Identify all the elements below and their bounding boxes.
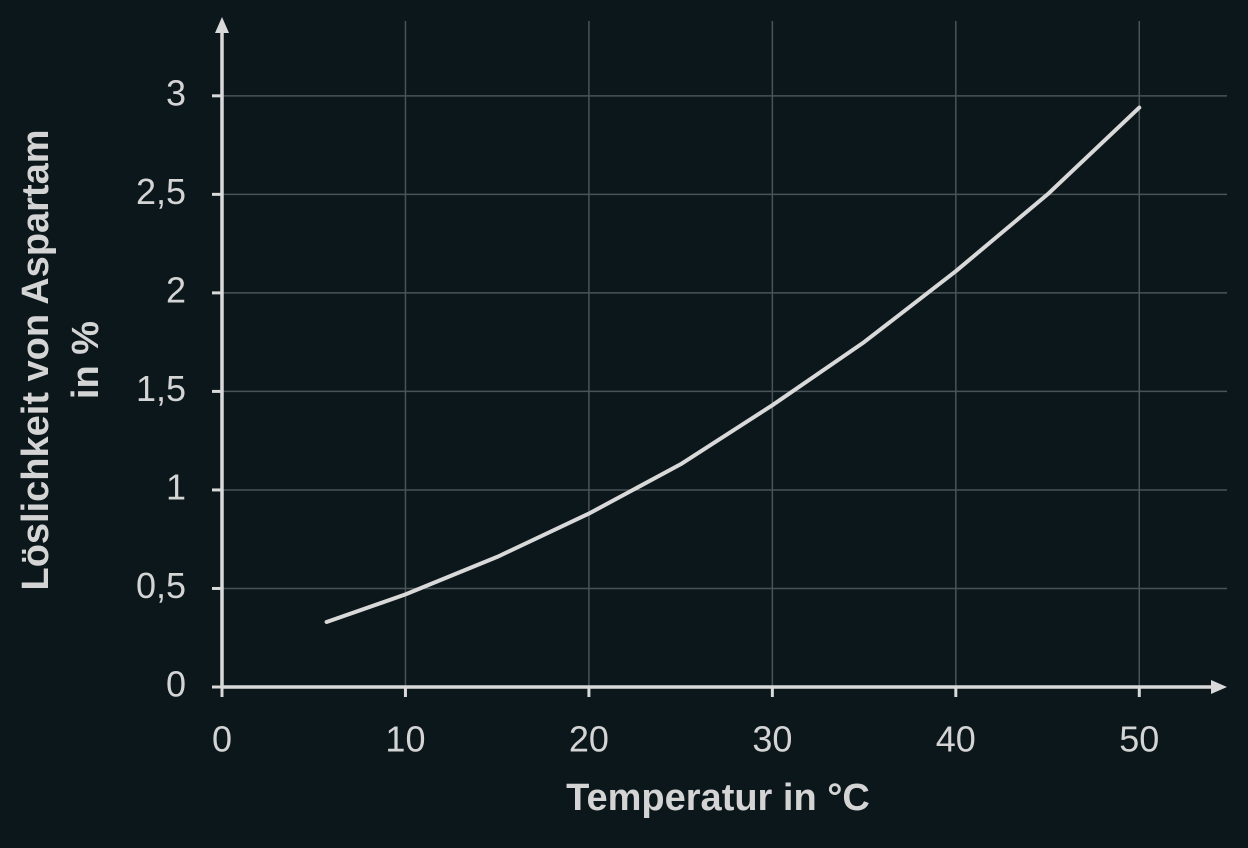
x-tick-label: 10 bbox=[385, 719, 425, 760]
y-tick-label: 1 bbox=[166, 466, 186, 507]
y-axis-label-line: in % bbox=[65, 321, 107, 399]
data-line bbox=[324, 105, 1142, 624]
y-tick-label: 2 bbox=[166, 269, 186, 310]
x-tick-label: 20 bbox=[569, 719, 609, 760]
y-axis-label-line: Löslichkeit von Aspartam bbox=[15, 129, 57, 590]
x-tick-label: 40 bbox=[936, 719, 976, 760]
y-tick-label: 1,5 bbox=[136, 368, 186, 409]
x-axis-label: Temperatur in °C bbox=[566, 777, 870, 819]
y-tick-label: 0,5 bbox=[136, 565, 186, 606]
x-tick-label: 0 bbox=[212, 719, 232, 760]
y-axis-label: Löslichkeit von Aspartam in % bbox=[15, 129, 107, 590]
y-axis-arrow bbox=[215, 17, 229, 33]
y-tick-label: 3 bbox=[166, 72, 186, 113]
y-tick-label: 0 bbox=[166, 664, 186, 705]
x-tick-label: 50 bbox=[1119, 719, 1159, 760]
y-tick-label: 2,5 bbox=[136, 171, 186, 212]
x-tick-label: 30 bbox=[752, 719, 792, 760]
x-axis-arrow bbox=[1211, 680, 1227, 694]
